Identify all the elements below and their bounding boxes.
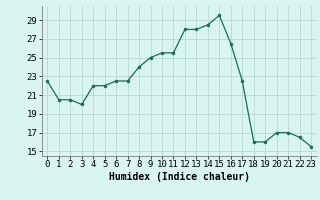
X-axis label: Humidex (Indice chaleur): Humidex (Indice chaleur) xyxy=(109,172,250,182)
